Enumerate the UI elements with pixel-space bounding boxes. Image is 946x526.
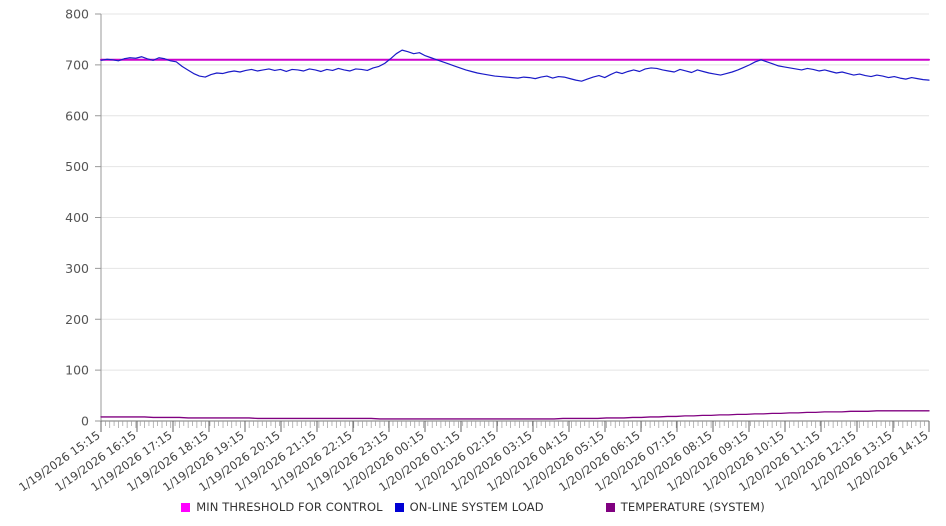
series-line-on-line-system-load — [100, 49, 930, 82]
y-axis-tick-label: 300 — [65, 261, 89, 276]
series-lines-group — [100, 49, 930, 420]
y-axis-tick-label: 700 — [65, 57, 89, 72]
y-axis-tick-label: 200 — [65, 312, 89, 327]
y-axis-tick-label: 800 — [65, 7, 89, 22]
legend-label-min-threshold: MIN THRESHOLD FOR CONTROL — [196, 500, 383, 514]
legend-swatch-temperature — [605, 502, 615, 512]
legend-swatch-online-system-load — [394, 502, 404, 512]
gridlines-group — [101, 13, 929, 422]
x-axis-minor-ticks-group — [100, 421, 930, 432]
legend-item-temperature[interactable]: TEMPERATURE (SYSTEM) — [605, 500, 765, 514]
y-axis-tick-label: 600 — [65, 108, 89, 123]
legend-label-temperature: TEMPERATURE (SYSTEM) — [620, 500, 765, 514]
y-axis-labels-group: 0 100 200 300 400 500 600 700 800 — [65, 7, 89, 429]
chart-legend: MIN THRESHOLD FOR CONTROL ON-LINE SYSTEM… — [0, 495, 946, 519]
y-axis-tick-label: 500 — [65, 159, 89, 174]
series-line-temperature-system — [100, 410, 930, 420]
legend-item-online-system-load[interactable]: ON-LINE SYSTEM LOAD — [394, 500, 544, 514]
legend-item-min-threshold[interactable]: MIN THRESHOLD FOR CONTROL — [181, 500, 383, 514]
y-axis-tick-label: 0 — [81, 414, 89, 429]
y-axis-tick-label: 100 — [65, 363, 89, 378]
y-axis-ticks-group — [95, 13, 101, 422]
legend-swatch-min-threshold — [181, 502, 191, 512]
legend-label-online-system-load: ON-LINE SYSTEM LOAD — [409, 500, 544, 514]
x-axis-labels-group: 1/19/2026 15:151/19/2026 16:151/19/2026 … — [16, 428, 930, 494]
y-axis-tick-label: 400 — [65, 210, 89, 225]
